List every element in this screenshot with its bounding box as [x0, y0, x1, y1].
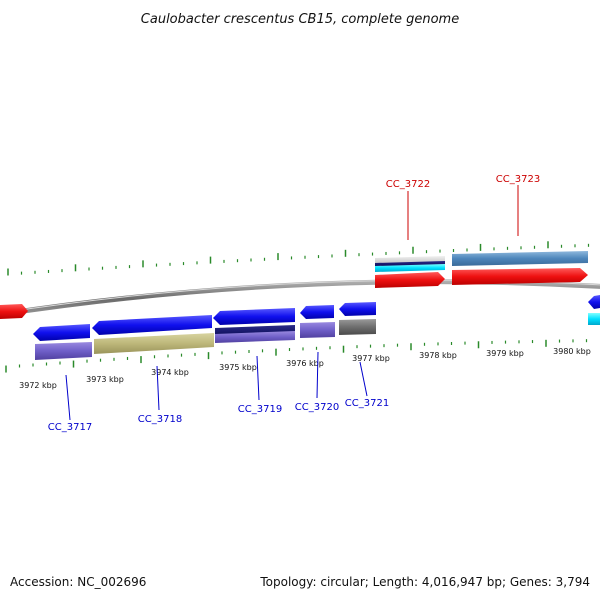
cc-3722-label[interactable]: CC_3722: [386, 179, 430, 190]
forward-gene-partial-left[interactable]: [0, 304, 28, 319]
kbp-label: 3980 kbp: [553, 347, 591, 356]
cc-3720-label[interactable]: CC_3720: [295, 402, 339, 413]
cc-3718-label[interactable]: CC_3718: [138, 414, 182, 425]
cc-3723-gene-arrow[interactable]: [452, 268, 588, 285]
cc-3717-label[interactable]: CC_3717: [48, 422, 92, 433]
cc-3720-feature-bar[interactable]: [300, 322, 335, 338]
genome-summary-text: Topology: circular; Length: 4,016,947 bp…: [259, 575, 590, 589]
cc-3717-feature-bar[interactable]: [35, 342, 92, 360]
cc-3723-label[interactable]: CC_3723: [496, 174, 540, 185]
forward-tick-marks: [7, 241, 590, 276]
cc-3722-feature-bar[interactable]: [375, 264, 445, 272]
cc-3722-gene-arrow[interactable]: [375, 272, 445, 288]
kbp-label: 3975 kbp: [219, 363, 257, 372]
cc-3723-feature-bar[interactable]: [452, 251, 588, 266]
cc-3719-gene-arrow[interactable]: [213, 308, 295, 325]
cc-3720-gene-arrow[interactable]: [300, 305, 334, 319]
forward-feature-partial-right[interactable]: [588, 313, 600, 325]
kbp-labels: 3972 kbp 3973 kbp 3974 kbp 3975 kbp 3976…: [19, 347, 591, 390]
cc-3721-label[interactable]: CC_3721: [345, 398, 389, 409]
cc-3719-label[interactable]: CC_3719: [238, 404, 282, 415]
cc-3718-feature-bar[interactable]: [94, 333, 214, 354]
forward-gene-partial-right[interactable]: [588, 295, 600, 309]
kbp-label: 3972 kbp: [19, 381, 57, 390]
cc-3717-gene-arrow[interactable]: [33, 324, 90, 341]
reverse-strand-features: [33, 302, 376, 360]
cc-3720-leader-line: [316, 351, 319, 399]
kbp-label: 3979 kbp: [486, 349, 524, 358]
forward-strand-features: [0, 251, 600, 325]
cc-3719-feature-bar[interactable]: [215, 331, 295, 343]
genome-backbone: [0, 279, 600, 318]
kbp-label: 3973 kbp: [86, 375, 124, 384]
cc-3721-leader-line: [359, 361, 368, 397]
cc-3717-leader-line: [65, 374, 71, 421]
cc-3718-leader-line: [156, 365, 160, 411]
forward-gene-labels: CC_3722 CC_3723: [386, 174, 540, 240]
cc-3719-leader-line: [256, 355, 260, 401]
cc-3721-gene-arrow[interactable]: [339, 302, 376, 316]
cc-3718-gene-arrow[interactable]: [92, 315, 212, 335]
kbp-label: 3978 kbp: [419, 351, 457, 360]
reverse-tick-marks: [5, 339, 588, 373]
kbp-label: 3974 kbp: [151, 368, 189, 377]
reverse-gene-labels: CC_3717 CC_3718 CC_3719 CC_3720 CC_3721: [48, 351, 389, 433]
cc-3721-feature-bar[interactable]: [339, 319, 376, 335]
map-title: Caulobacter crescentus CB15, complete ge…: [141, 12, 459, 27]
kbp-label: 3976 kbp: [286, 359, 324, 368]
accession-text: Accession: NC_002696: [10, 575, 146, 589]
kbp-label: 3977 kbp: [352, 354, 390, 363]
